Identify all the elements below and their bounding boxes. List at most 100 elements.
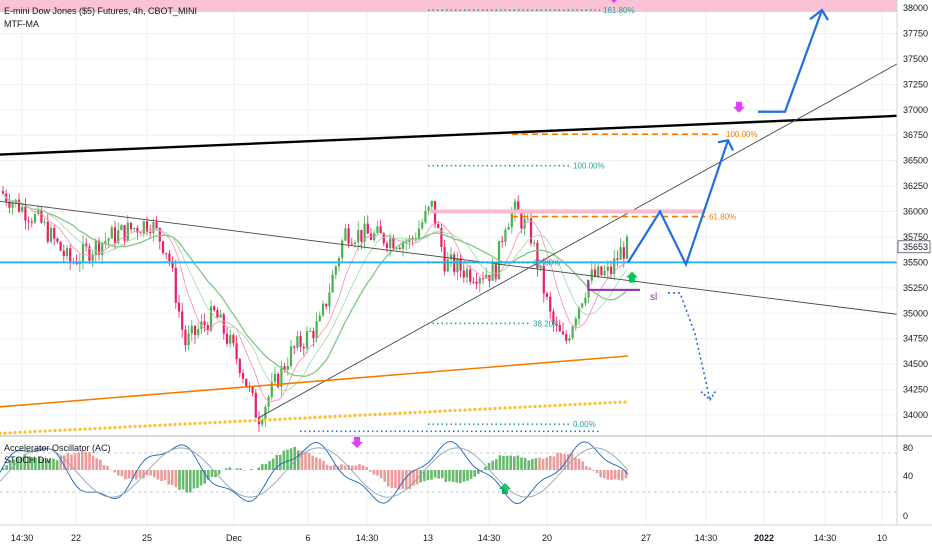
- candles: [1, 186, 629, 433]
- candle-body: [219, 314, 222, 318]
- osc-bar: [55, 460, 59, 470]
- osc-bar: [538, 457, 541, 470]
- osc-bar: [491, 460, 494, 470]
- chart-title: E-mini Dow Jones ($5) Futures, 4h, CBOT_…: [4, 6, 198, 16]
- osc-bar: [552, 456, 556, 470]
- dotted-orange-line: [498, 406, 502, 410]
- osc-bar: [23, 454, 26, 470]
- osc-bar: [473, 470, 476, 477]
- candle-body: [462, 270, 465, 278]
- osc-bar: [106, 465, 109, 470]
- candle-body: [177, 302, 181, 312]
- dotted-orange-line: [588, 402, 592, 406]
- candle-body: [33, 214, 37, 223]
- dotted-orange-line: [198, 421, 202, 425]
- candle-body: [353, 242, 357, 244]
- osc-bar: [437, 470, 440, 479]
- osc-bar: [282, 450, 286, 470]
- time-tick: 6: [305, 533, 310, 543]
- time-tick: Dec: [226, 533, 243, 543]
- dotted-orange-line: [558, 403, 562, 407]
- candle-body: [136, 227, 139, 233]
- candle-body: [91, 254, 94, 261]
- osc-bar: [325, 464, 329, 470]
- dotted-orange-line: [23, 430, 27, 434]
- dotted-orange-line: [243, 419, 247, 423]
- osc-bar: [235, 468, 239, 470]
- osc-bar: [448, 470, 451, 482]
- dotted-orange-line: [428, 410, 432, 414]
- pink-box: [430, 209, 705, 214]
- candle-body: [597, 266, 600, 277]
- candle-body: [187, 333, 190, 346]
- candle-body: [273, 374, 277, 382]
- candle-body: [267, 396, 270, 407]
- dotted-orange-line: [288, 417, 292, 421]
- osc-bar: [135, 470, 138, 480]
- candle-body: [459, 258, 462, 271]
- price-tick: 38000: [903, 3, 928, 13]
- candle-body: [321, 303, 325, 316]
- dotted-orange-line: [68, 428, 72, 432]
- fib-label: 161.80%: [603, 6, 635, 15]
- osc-bar: [45, 460, 48, 470]
- candle-body: [501, 241, 504, 243]
- candle-body: [622, 247, 625, 259]
- candle-body: [481, 278, 485, 280]
- candle-body: [149, 231, 152, 234]
- osc-bar: [462, 470, 466, 482]
- candle-body: [277, 374, 280, 387]
- time-tick: 25: [142, 533, 152, 543]
- candle-body: [197, 329, 200, 335]
- projection-path-2: [758, 9, 824, 113]
- candle-body: [398, 247, 401, 249]
- dotted-orange-line: [368, 413, 372, 417]
- osc-bar: [390, 470, 394, 489]
- dotted-orange-line: [458, 408, 462, 412]
- price-tick: 34500: [903, 359, 928, 369]
- candle-body: [296, 336, 299, 348]
- candle-body: [123, 225, 126, 241]
- osc-bar: [181, 470, 185, 490]
- dotted-orange-line: [233, 419, 237, 424]
- dotted-orange-line: [138, 424, 142, 428]
- osc-bar: [52, 458, 55, 470]
- dotted-orange-line: [48, 429, 52, 433]
- candle-body: [606, 266, 609, 271]
- candle-body: [584, 297, 587, 304]
- candle-body: [565, 334, 568, 341]
- dotted-orange-line: [188, 422, 192, 426]
- dotted-orange-line: [483, 407, 487, 411]
- upper-trendline: [0, 114, 898, 156]
- osc-bar: [63, 455, 66, 470]
- osc-bar: [19, 457, 23, 470]
- orange-rising-line: [0, 355, 629, 408]
- dotted-orange-line: [358, 413, 362, 417]
- dotted-orange-line: [383, 412, 387, 416]
- dotted-orange-line: [278, 417, 282, 421]
- candle-body: [17, 199, 21, 212]
- osc-bar: [95, 458, 98, 470]
- osc-bar: [70, 454, 73, 470]
- osc-bar: [225, 468, 228, 470]
- oscillator-pane: [0, 441, 897, 504]
- candle-body: [405, 242, 408, 244]
- dotted-orange-line: [58, 428, 62, 432]
- indicator-label: MTF-MA: [4, 19, 39, 29]
- osc-bar: [477, 470, 480, 474]
- candle-body: [328, 292, 331, 307]
- osc-bar: [199, 470, 203, 486]
- dotted-orange-line: [538, 404, 542, 408]
- osc-sell-marker-icon: [351, 437, 363, 448]
- candle-body: [417, 228, 421, 239]
- osc-bar: [84, 451, 88, 470]
- price-tick: 34000: [903, 410, 928, 420]
- dotted-orange-line: [378, 412, 382, 416]
- candle-body: [27, 220, 30, 222]
- candle-body: [293, 346, 296, 348]
- dotted-orange-line: [323, 415, 327, 419]
- osc-bar: [541, 458, 545, 470]
- candle-body: [113, 227, 117, 243]
